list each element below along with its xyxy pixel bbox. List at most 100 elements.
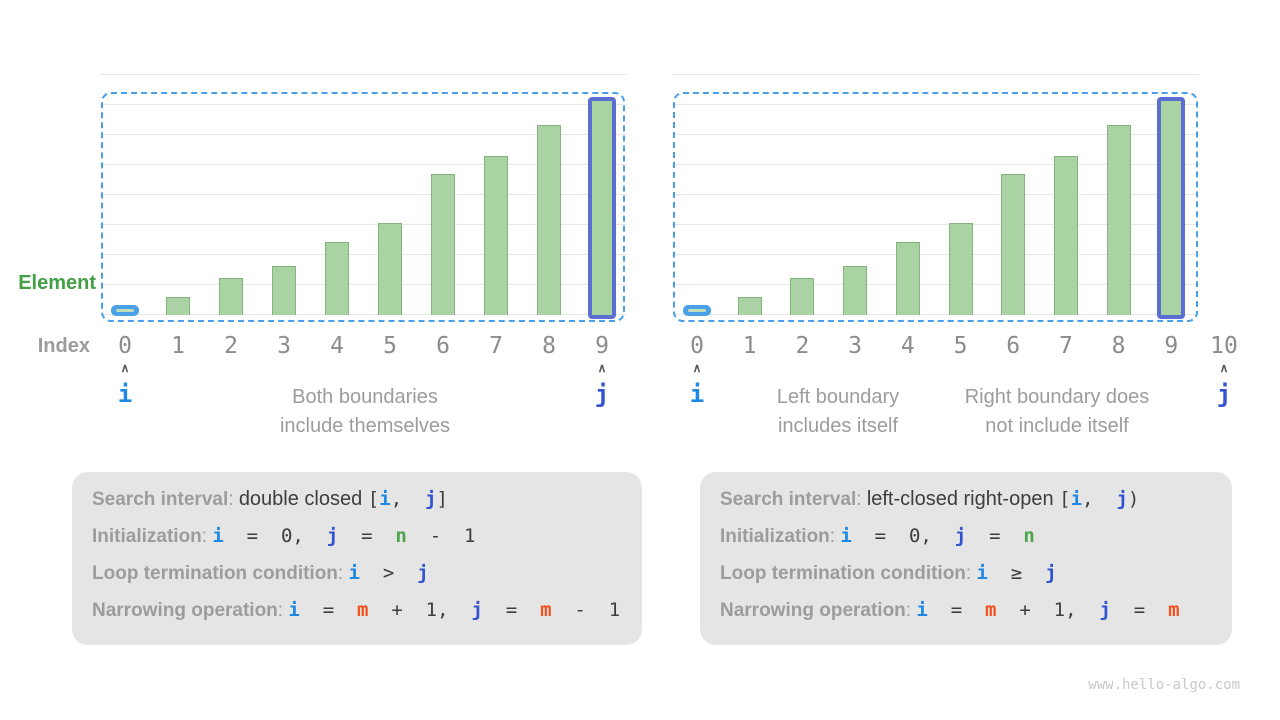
interval-caption: Both boundaries include themselves: [280, 383, 450, 441]
colon: :: [201, 526, 213, 547]
bar-index-6: [1001, 174, 1026, 315]
gridline: [100, 194, 627, 195]
bar-index-1: [166, 297, 190, 315]
summary-row: Search interval: double closed [i, j]: [92, 488, 642, 514]
code-text: ,: [1082, 488, 1117, 510]
selected-bar: [588, 97, 616, 319]
interval-caption: Right boundary does not include itself: [965, 383, 1150, 441]
var-j: j: [954, 525, 967, 547]
index-label: 9: [595, 333, 609, 359]
var-i: i: [379, 488, 391, 510]
gridline: [100, 164, 627, 165]
plain-text: double closed: [238, 488, 368, 510]
row-label: Initialization: [720, 526, 830, 547]
index-label: 3: [848, 333, 863, 359]
bar-index-3: [843, 266, 868, 315]
row-label: Narrowing operation: [720, 600, 906, 621]
code-text: = 0,: [851, 525, 955, 547]
caption-line: include themselves: [279, 415, 451, 437]
search-interval-dashed-outline: [673, 92, 1198, 322]
search-interval-dashed-outline: [101, 92, 625, 322]
gridline: [100, 224, 627, 225]
pointer-j-label: j: [1216, 380, 1232, 408]
colon: :: [905, 600, 917, 621]
gridline: [672, 74, 1199, 75]
summary-row: Loop termination condition: i ≥ j: [720, 562, 1232, 588]
row-label: Initialization: [92, 526, 202, 547]
code-text: - 1: [406, 525, 476, 547]
code-text: + 1,: [368, 599, 472, 621]
highlighted-element-pill: [111, 305, 139, 316]
code-text: =: [299, 599, 358, 621]
var-m: m: [1168, 599, 1180, 621]
code-text: =: [1110, 599, 1169, 621]
gridline: [672, 164, 1199, 165]
gridline: [672, 224, 1199, 225]
bar-index-7: [484, 156, 508, 315]
caption-line: not include itself: [985, 415, 1129, 437]
code-text: =: [927, 599, 986, 621]
bar-index-4: [325, 242, 349, 315]
var-i: i: [840, 525, 852, 547]
index-label: 7: [1058, 333, 1073, 359]
index-label: 10: [1210, 333, 1238, 359]
bar-index-4: [895, 242, 920, 315]
bar-index-7: [1053, 156, 1078, 315]
var-m: m: [540, 599, 552, 621]
index-label: 3: [277, 333, 291, 359]
gridline: [672, 254, 1199, 255]
index-label: 2: [224, 333, 238, 359]
highlighted-element-pill: [683, 305, 711, 316]
bar-index-5: [378, 223, 402, 315]
tiny-bar: [688, 309, 706, 312]
bar-chart-double-closed: [100, 74, 627, 319]
summary-row: Initialization: i = 0, j = n - 1: [92, 525, 642, 551]
index-label: 5: [953, 333, 968, 359]
index-axis-label: Index: [37, 335, 90, 357]
code-text: ): [1127, 488, 1140, 510]
pointer-caret: ∧: [597, 361, 607, 375]
gridline: [672, 314, 1199, 315]
pointer-caret: ∧: [692, 361, 702, 375]
watermark: www.hello-algo.com: [1088, 677, 1240, 693]
caption-line: includes itself: [777, 415, 899, 437]
index-label: 8: [542, 333, 556, 359]
colon: :: [228, 489, 239, 510]
index-label: 4: [900, 333, 915, 359]
code-text: = 0,: [223, 525, 327, 547]
index-label: 9: [1164, 333, 1179, 359]
index-label: 1: [742, 333, 757, 359]
caption-line: Both boundaries: [292, 386, 438, 408]
code-text: - 1: [551, 599, 621, 621]
index-label: 7: [489, 333, 503, 359]
summary-row: Initialization: i = 0, j = n: [720, 525, 1232, 551]
bar-index-6: [431, 174, 455, 315]
row-label: Search interval: [92, 489, 229, 510]
gridline: [672, 134, 1199, 135]
var-j: j: [425, 488, 437, 510]
code-text: =: [482, 599, 541, 621]
bar-index-1: [737, 297, 762, 315]
plain-text: left-closed right-open: [866, 488, 1060, 510]
var-i: i: [976, 562, 988, 584]
pointer-caret: ∧: [1219, 361, 1229, 375]
colon: :: [965, 563, 977, 584]
var-m: m: [357, 599, 369, 621]
selected-bar: [1157, 97, 1186, 319]
var-i: i: [288, 599, 300, 621]
index-label: 4: [330, 333, 344, 359]
code-text: =: [966, 525, 1024, 547]
caption-line: Right boundary does: [964, 386, 1150, 408]
var-i: i: [1070, 488, 1083, 510]
summary-row: Search interval: left-closed right-open …: [720, 488, 1232, 514]
bar-index-2: [790, 278, 815, 315]
var-i: i: [916, 599, 928, 621]
element-axis-label: Element: [18, 272, 96, 294]
gridline: [672, 284, 1199, 285]
summary-row: Narrowing operation: i = m + 1, j = m: [720, 599, 1232, 625]
row-label: Search interval: [720, 489, 857, 510]
gridline: [100, 254, 627, 255]
index-label: 0: [690, 333, 704, 359]
summary-box-double-closed: Search interval: double closed [i, j] Ini…: [72, 472, 642, 645]
